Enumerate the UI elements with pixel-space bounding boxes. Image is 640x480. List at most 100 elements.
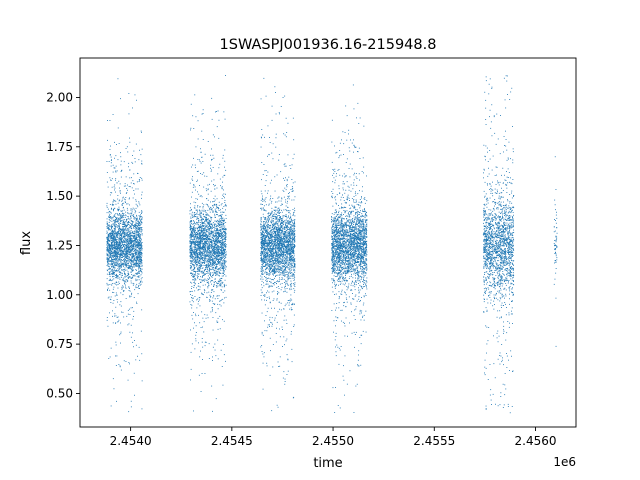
data-point: [197, 269, 199, 270]
data-point: [222, 157, 224, 159]
data-point: [119, 254, 121, 256]
data-point: [190, 267, 192, 268]
data-point: [118, 364, 120, 365]
data-point: [213, 291, 215, 293]
data-point: [137, 231, 139, 233]
data-point: [126, 242, 128, 244]
data-point: [195, 244, 196, 246]
data-point: [189, 247, 191, 249]
data-point: [109, 250, 111, 252]
data-point: [129, 232, 130, 234]
data-point: [134, 238, 136, 239]
data-point: [201, 219, 202, 221]
data-point: [136, 226, 138, 228]
data-point: [199, 257, 200, 259]
data-point: [201, 265, 202, 267]
data-point: [220, 209, 221, 211]
data-point: [124, 273, 126, 275]
data-point: [127, 268, 129, 269]
data-point: [108, 280, 110, 281]
data-point: [223, 266, 225, 268]
data-point: [117, 255, 119, 257]
data-point: [192, 231, 194, 233]
data-point: [219, 249, 221, 250]
data-point: [110, 302, 112, 303]
data-point: [116, 239, 118, 241]
data-point: [115, 251, 116, 253]
data-point: [203, 255, 205, 257]
data-point: [194, 186, 196, 188]
data-point: [195, 232, 197, 234]
data-point: [225, 261, 227, 263]
data-point: [130, 307, 132, 309]
data-point: [135, 280, 137, 282]
data-point: [213, 269, 215, 271]
data-point: [123, 236, 125, 238]
data-point: [194, 253, 195, 255]
data-point: [126, 263, 128, 264]
data-point: [119, 240, 121, 242]
data-points: [106, 75, 558, 414]
data-point: [211, 258, 213, 260]
data-point: [130, 260, 132, 262]
data-point: [112, 220, 114, 222]
data-point: [220, 185, 221, 187]
data-point: [110, 245, 112, 247]
data-point: [222, 225, 224, 227]
data-point: [117, 234, 119, 236]
data-point: [127, 236, 129, 238]
data-point: [191, 290, 193, 292]
data-point: [190, 272, 192, 274]
data-point: [204, 231, 206, 233]
data-point: [220, 217, 222, 219]
data-point: [135, 143, 137, 145]
data-point: [209, 241, 211, 243]
data-point: [204, 153, 206, 155]
data-point: [200, 241, 202, 243]
data-point: [122, 275, 123, 276]
data-point: [106, 278, 108, 280]
data-point: [193, 223, 194, 225]
data-point: [206, 271, 207, 272]
data-point: [126, 274, 128, 276]
data-point: [140, 281, 141, 282]
data-point: [221, 253, 223, 254]
data-point: [107, 258, 109, 260]
data-point: [126, 218, 127, 220]
data-point: [208, 248, 210, 250]
data-point: [197, 247, 199, 248]
data-point: [193, 242, 195, 244]
data-point: [141, 222, 142, 224]
data-point: [107, 284, 109, 286]
data-point: [138, 227, 140, 229]
data-point: [190, 351, 192, 353]
data-point: [129, 169, 131, 171]
data-point: [194, 268, 196, 269]
data-point: [120, 160, 122, 162]
data-point: [131, 253, 133, 255]
data-point: [206, 234, 208, 236]
data-point: [225, 203, 227, 205]
data-point: [108, 265, 110, 267]
data-point: [140, 274, 142, 276]
data-point: [124, 258, 125, 260]
data-point: [121, 228, 123, 230]
data-point: [223, 222, 225, 224]
data-point: [216, 236, 218, 237]
data-point: [122, 263, 124, 265]
data-point: [207, 272, 209, 274]
data-point: [112, 322, 114, 324]
data-point: [202, 275, 204, 276]
data-point: [215, 248, 217, 250]
data-point: [139, 257, 141, 258]
data-point: [117, 246, 119, 248]
data-point: [117, 270, 118, 272]
data-point: [139, 256, 141, 258]
data-point: [210, 228, 212, 229]
data-point: [139, 236, 141, 238]
data-point: [200, 256, 202, 258]
data-point: [195, 239, 197, 241]
data-point: [198, 242, 200, 243]
data-point: [117, 78, 119, 80]
data-point: [190, 217, 192, 219]
